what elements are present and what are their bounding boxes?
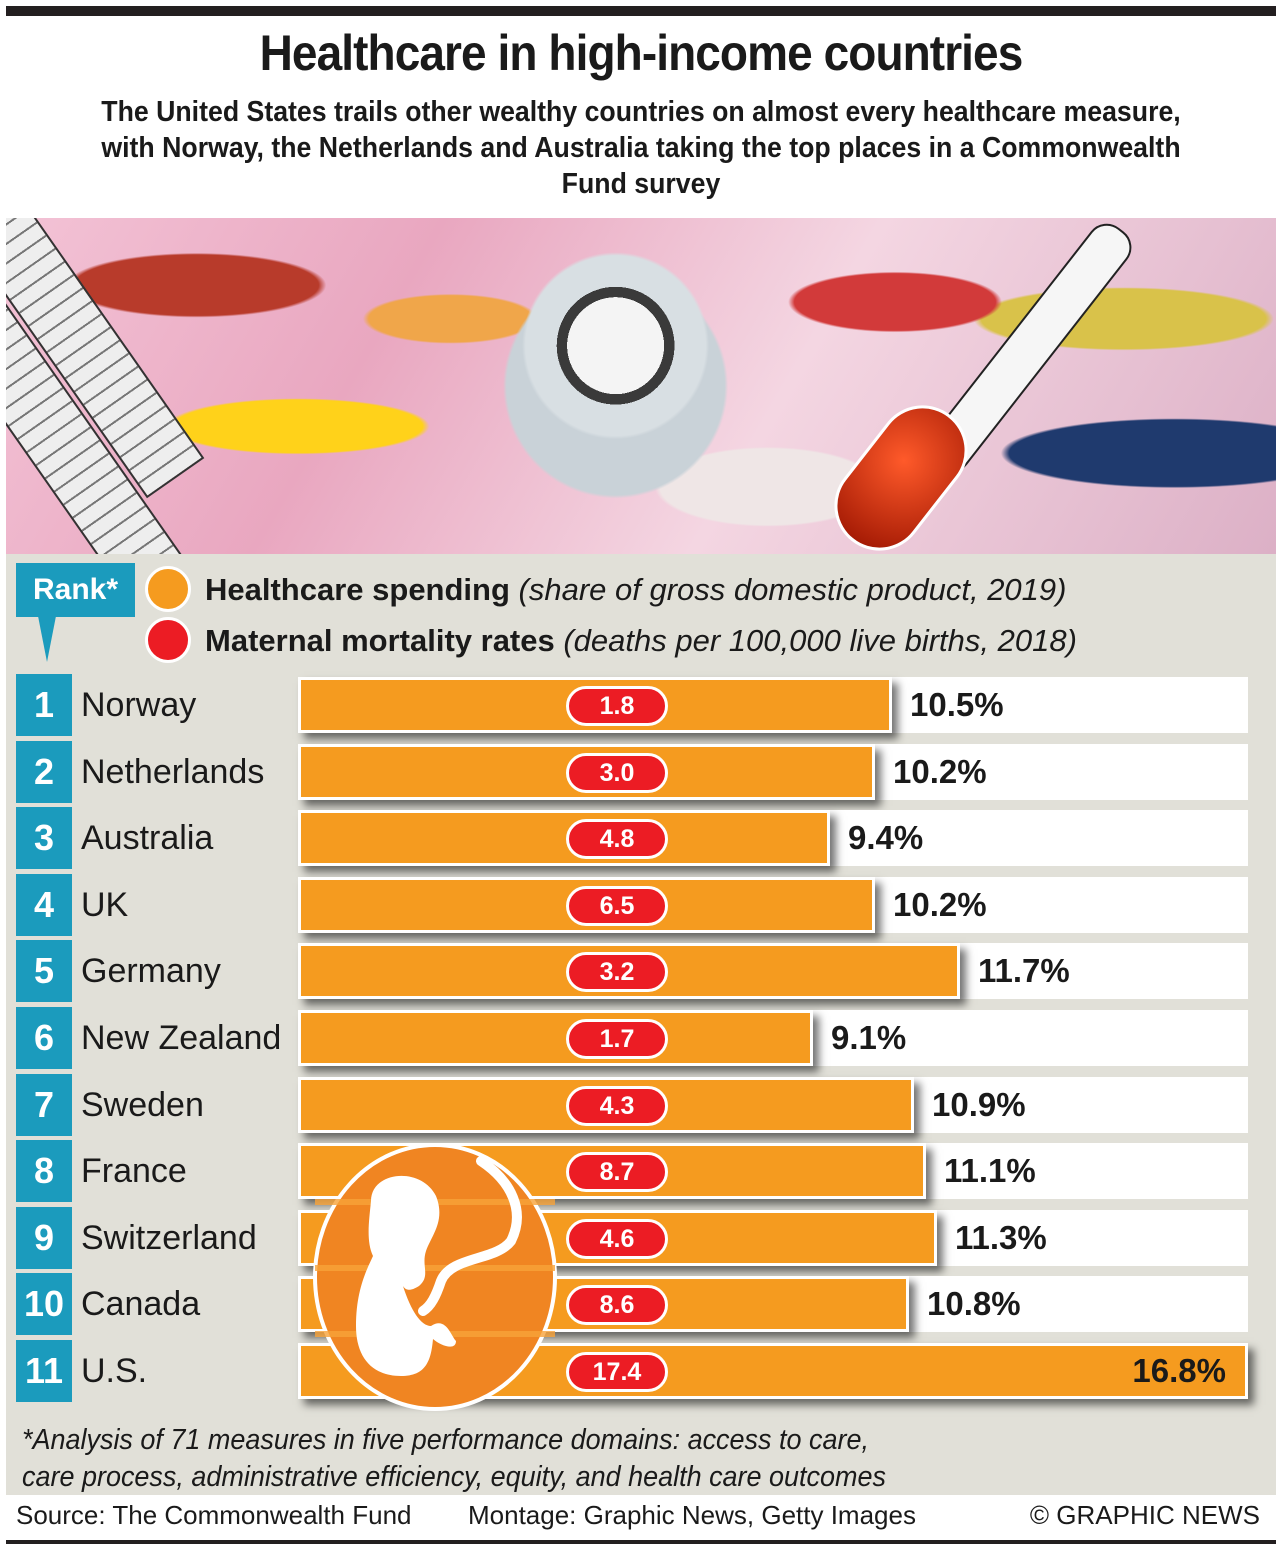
footnote-line-2: care process, administrative efficiency,… xyxy=(22,1461,886,1493)
spending-legend-label: Healthcare spending (share of gross dome… xyxy=(205,572,1066,608)
spending-bar xyxy=(298,810,830,867)
rank-badge: 11 xyxy=(16,1340,72,1402)
country-label: UK xyxy=(81,885,129,924)
chart-row: 3 Australia 9.4% 4.8 xyxy=(0,807,1282,870)
rank-badge: 9 xyxy=(16,1206,72,1269)
country-label: Germany xyxy=(81,952,221,991)
rank-badge: 10 xyxy=(16,1273,72,1336)
mortality-value-pill: 3.0 xyxy=(566,752,668,793)
mortality-value-pill: 8.7 xyxy=(566,1152,668,1193)
top-rule xyxy=(6,6,1276,16)
spending-legend-swatch xyxy=(145,566,191,612)
spending-legend-title: Healthcare spending xyxy=(205,572,510,607)
rank-badge: 8 xyxy=(16,1140,72,1203)
spending-value-label: 10.5% xyxy=(910,686,1004,723)
rank-badge: 1 xyxy=(16,674,72,736)
rank-badge: 4 xyxy=(16,873,72,936)
spending-value-label: 16.8% xyxy=(1132,1352,1226,1389)
mortality-value-pill: 17.4 xyxy=(566,1352,668,1392)
chart-row: 4 UK 10.2% 6.5 xyxy=(0,873,1282,936)
mortality-value-pill: 4.6 xyxy=(566,1218,668,1259)
montage-credit: Montage: Graphic News, Getty Images xyxy=(468,1500,916,1530)
mortality-legend-label: Maternal mortality rates (deaths per 100… xyxy=(205,623,1077,659)
chart-subtitle: The United States trails other wealthy c… xyxy=(101,96,1181,200)
country-label: U.S. xyxy=(81,1352,148,1390)
fetus-icon xyxy=(313,1143,557,1411)
country-label: France xyxy=(81,1152,187,1191)
country-label: Canada xyxy=(81,1285,201,1324)
spending-value-label: 10.2% xyxy=(893,752,987,790)
country-label: Switzerland xyxy=(81,1218,257,1257)
rank-pointer-icon xyxy=(38,616,56,662)
medical-montage-image xyxy=(6,218,1276,554)
chart-row: 9 Switzerland 11.3% 4.6 xyxy=(0,1206,1282,1269)
chart-row: 8 France 11.1% 8.7 xyxy=(0,1140,1282,1203)
mortality-value-pill: 6.5 xyxy=(566,885,668,926)
mortality-value-pill: 4.8 xyxy=(566,819,668,860)
chart-row: 7 Sweden 10.9% 4.3 xyxy=(0,1073,1282,1136)
country-label: Sweden xyxy=(81,1085,204,1124)
spending-value-label: 11.1% xyxy=(944,1152,1036,1190)
mortality-legend-note: (deaths per 100,000 live births, 2018) xyxy=(563,623,1077,658)
rank-badge: 7 xyxy=(16,1073,72,1136)
spending-legend-note: (share of gross domestic product, 2019) xyxy=(518,572,1067,607)
country-label: Norway xyxy=(81,686,197,724)
rank-header: Rank* xyxy=(16,563,135,617)
chart-row: 11 U.S. 16.8% 17.4 xyxy=(0,1340,1282,1402)
rank-badge: 6 xyxy=(16,1007,72,1069)
country-label: Netherlands xyxy=(81,752,265,791)
footnote: *Analysis of 71 measures in five perform… xyxy=(22,1422,886,1496)
spending-bar xyxy=(298,1010,813,1066)
chart-row: 10 Canada 10.8% 8.6 xyxy=(0,1273,1282,1336)
country-label: Australia xyxy=(81,819,214,858)
spending-value-label: 10.8% xyxy=(927,1285,1021,1323)
country-label: New Zealand xyxy=(81,1019,282,1057)
mortality-value-pill: 8.6 xyxy=(566,1285,668,1326)
chart-row: 5 Germany 11.7% 3.2 xyxy=(0,940,1282,1003)
rank-badge: 3 xyxy=(16,807,72,870)
mortality-value-pill: 1.8 xyxy=(566,686,668,726)
mortality-value-pill: 3.2 xyxy=(566,952,668,993)
chart-row: 2 Netherlands 10.2% 3.0 xyxy=(0,740,1282,803)
spending-value-label: 9.1% xyxy=(831,1019,907,1056)
mortality-legend-title: Maternal mortality rates xyxy=(205,623,555,658)
spending-value-label: 10.2% xyxy=(893,885,987,923)
spending-value-label: 9.4% xyxy=(848,819,924,857)
mortality-value-pill: 1.7 xyxy=(566,1019,668,1059)
chart-row: 6 New Zealand 9.1% 1.7 xyxy=(0,1007,1282,1069)
chart-row: 1 Norway 10.5% 1.8 xyxy=(0,674,1282,736)
chart-title: Healthcare in high-income countries xyxy=(259,25,1024,81)
rank-badge: 5 xyxy=(16,940,72,1003)
copyright: © GRAPHIC NEWS xyxy=(1029,1500,1260,1530)
rank-badge: 2 xyxy=(16,740,72,803)
spending-value-label: 10.9% xyxy=(932,1085,1026,1123)
bottom-rule xyxy=(6,1540,1276,1544)
mortality-legend-swatch xyxy=(145,617,191,663)
spending-value-label: 11.3% xyxy=(955,1218,1047,1256)
source-credit: Source: The Commonwealth Fund xyxy=(16,1500,412,1530)
spending-value-label: 11.7% xyxy=(978,952,1070,990)
mortality-value-pill: 4.3 xyxy=(566,1085,668,1126)
footnote-line-1: *Analysis of 71 measures in five perform… xyxy=(22,1424,869,1456)
